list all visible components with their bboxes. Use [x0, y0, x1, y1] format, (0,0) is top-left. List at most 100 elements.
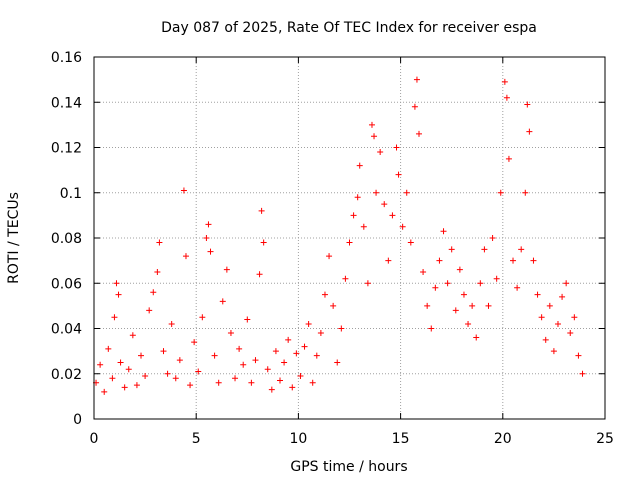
data-point — [364, 280, 371, 287]
data-point — [176, 357, 183, 364]
data-point — [550, 348, 557, 355]
data-point — [223, 266, 230, 273]
x-tick-label: 10 — [289, 431, 307, 447]
data-point — [219, 298, 226, 305]
data-point — [211, 352, 218, 359]
data-point — [289, 384, 296, 391]
data-point — [420, 268, 427, 275]
data-point — [473, 334, 480, 341]
y-tick-label: 0.16 — [51, 50, 82, 66]
data-point — [138, 352, 145, 359]
data-point — [377, 149, 384, 156]
y-tick-label: 0 — [73, 412, 82, 428]
data-point — [395, 171, 402, 178]
data-point — [415, 130, 422, 137]
data-point — [272, 348, 279, 355]
data-point — [456, 266, 463, 273]
data-point — [452, 307, 459, 314]
data-point — [326, 253, 333, 260]
data-point — [354, 194, 361, 201]
y-axis: 0 0.02 0.04 0.06 0.08 0.1 0.12 0.14 0.16 — [51, 50, 605, 428]
data-point — [514, 284, 521, 291]
data-point — [160, 348, 167, 355]
data-point — [350, 212, 357, 219]
data-point — [485, 302, 492, 309]
data-point — [97, 361, 104, 368]
data-point — [258, 207, 265, 214]
data-point — [489, 235, 496, 241]
data-point — [121, 384, 128, 391]
data-point — [460, 291, 467, 298]
x-tick-label: 0 — [90, 431, 99, 447]
data-point — [244, 316, 251, 323]
data-point — [227, 330, 234, 337]
x-tick-label: 25 — [596, 431, 614, 447]
data-point — [389, 212, 396, 219]
data-point — [117, 359, 124, 366]
x-axis: 0 5 10 15 20 25 — [90, 57, 614, 447]
data-point — [371, 133, 378, 140]
y-axis-label: ROTI / TECUs — [6, 192, 22, 284]
data-point — [281, 359, 288, 366]
data-point — [150, 289, 157, 296]
data-point — [407, 239, 414, 246]
data-point — [444, 280, 451, 287]
data-point — [554, 320, 561, 327]
data-point — [142, 373, 149, 380]
data-point — [346, 239, 353, 246]
data-point — [309, 379, 316, 386]
data-point — [526, 128, 533, 135]
data-point — [232, 375, 239, 382]
data-point — [180, 187, 187, 194]
data-point — [503, 94, 510, 101]
data-point — [469, 302, 476, 309]
data-point — [215, 379, 222, 386]
data-point — [381, 201, 388, 208]
data-point — [477, 280, 484, 287]
data-point — [465, 320, 472, 327]
data-point — [575, 352, 582, 359]
data-point — [172, 375, 179, 382]
data-point — [203, 235, 210, 241]
data-point — [481, 246, 488, 253]
data-point — [567, 330, 574, 337]
x-tick-label: 15 — [392, 431, 410, 447]
data-point — [360, 223, 367, 230]
data-point — [368, 121, 375, 128]
data-point — [252, 357, 259, 364]
data-point — [373, 189, 380, 196]
data-point — [321, 291, 328, 298]
data-point — [428, 325, 435, 332]
data-point — [164, 370, 171, 377]
data-point — [240, 361, 247, 368]
data-point — [154, 268, 161, 275]
y-tick-label: 0.04 — [51, 322, 82, 338]
data-point — [436, 257, 443, 264]
data-point — [285, 336, 292, 343]
x-tick-label: 20 — [494, 431, 512, 447]
data-point — [546, 302, 553, 309]
data-point — [268, 386, 275, 393]
data-point — [330, 302, 337, 309]
data-point — [260, 239, 267, 246]
data-point — [522, 189, 529, 196]
data-point — [113, 280, 120, 287]
data-point — [129, 332, 136, 339]
data-point — [133, 382, 140, 389]
y-tick-label: 0.02 — [51, 367, 82, 383]
y-tick-label: 0.14 — [51, 95, 82, 111]
data-point — [510, 257, 517, 264]
data-point — [356, 162, 363, 169]
data-point — [293, 350, 300, 357]
data-point — [156, 239, 163, 246]
data-point — [109, 375, 116, 382]
data-point — [195, 368, 202, 375]
y-tick-label: 0.06 — [51, 276, 82, 292]
data-point — [264, 366, 271, 373]
data-point — [146, 307, 153, 314]
data-point — [105, 345, 112, 352]
data-point — [277, 377, 284, 384]
data-point — [111, 314, 118, 321]
data-point — [125, 366, 132, 373]
